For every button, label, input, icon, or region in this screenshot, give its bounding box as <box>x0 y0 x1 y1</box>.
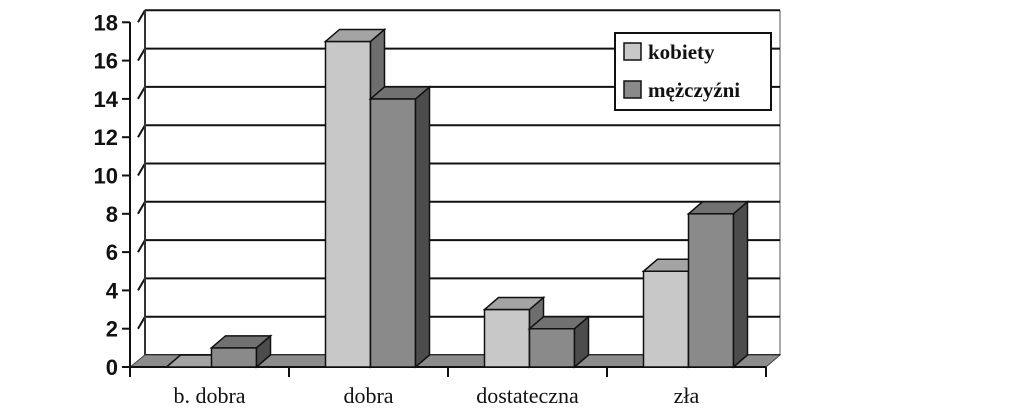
gridline-side <box>137 201 146 215</box>
y-tick-label: 12 <box>94 125 118 150</box>
bar-top <box>368 86 432 100</box>
gridline-side <box>137 86 146 100</box>
bar-front <box>528 327 576 368</box>
bar <box>482 295 546 369</box>
bar <box>686 200 750 369</box>
legend: kobiety mężczyźni <box>614 32 772 111</box>
x-tick-label: zła <box>674 383 700 408</box>
y-tick-label: 10 <box>94 164 118 189</box>
legend-label: kobiety <box>648 40 715 64</box>
bar-top <box>686 201 750 215</box>
y-tick-label: 2 <box>106 317 118 342</box>
legend-label: mężczyźni <box>648 78 740 102</box>
bar-top <box>482 296 546 311</box>
y-tick-label: 8 <box>106 202 118 227</box>
gridline-side <box>137 9 146 23</box>
bar-side <box>732 200 749 369</box>
y-axis-ticks: 0 2 4 6 8 10 12 14 16 18 <box>94 10 130 380</box>
bar-front <box>324 40 372 368</box>
gridline-side <box>137 162 146 177</box>
gridline-side <box>137 124 146 138</box>
x-tick-label: b. dobra <box>173 383 245 408</box>
legend-swatch <box>623 42 642 61</box>
bar-front <box>483 308 531 368</box>
y-tick-label: 14 <box>94 87 119 112</box>
y-tick-label: 16 <box>94 49 118 74</box>
y-tick-label: 0 <box>106 355 118 380</box>
bar-front <box>642 270 690 368</box>
bars <box>164 27 750 369</box>
y-tick-label: 4 <box>106 278 119 303</box>
bar-front <box>687 213 735 368</box>
bar-top <box>323 28 387 43</box>
gridline-side <box>137 48 146 62</box>
x-tick-label: dobra <box>343 383 393 408</box>
bar <box>368 85 432 369</box>
x-axis-ticks: b. dobra dobra dostateczna zła <box>129 367 767 408</box>
y-tick-label: 6 <box>106 240 118 265</box>
bar <box>209 334 273 369</box>
gridline-side <box>137 277 146 291</box>
bar-top <box>527 315 591 330</box>
legend-swatch <box>623 80 642 99</box>
bar <box>527 315 591 369</box>
gridline-side <box>137 316 146 330</box>
y-tick-label: 18 <box>94 10 118 35</box>
bar-top <box>209 335 273 349</box>
x-tick-label: dostateczna <box>476 383 579 408</box>
gridline-side <box>137 239 146 253</box>
bar-side <box>414 85 431 369</box>
bar-front <box>210 347 258 368</box>
bar-front <box>369 98 417 368</box>
